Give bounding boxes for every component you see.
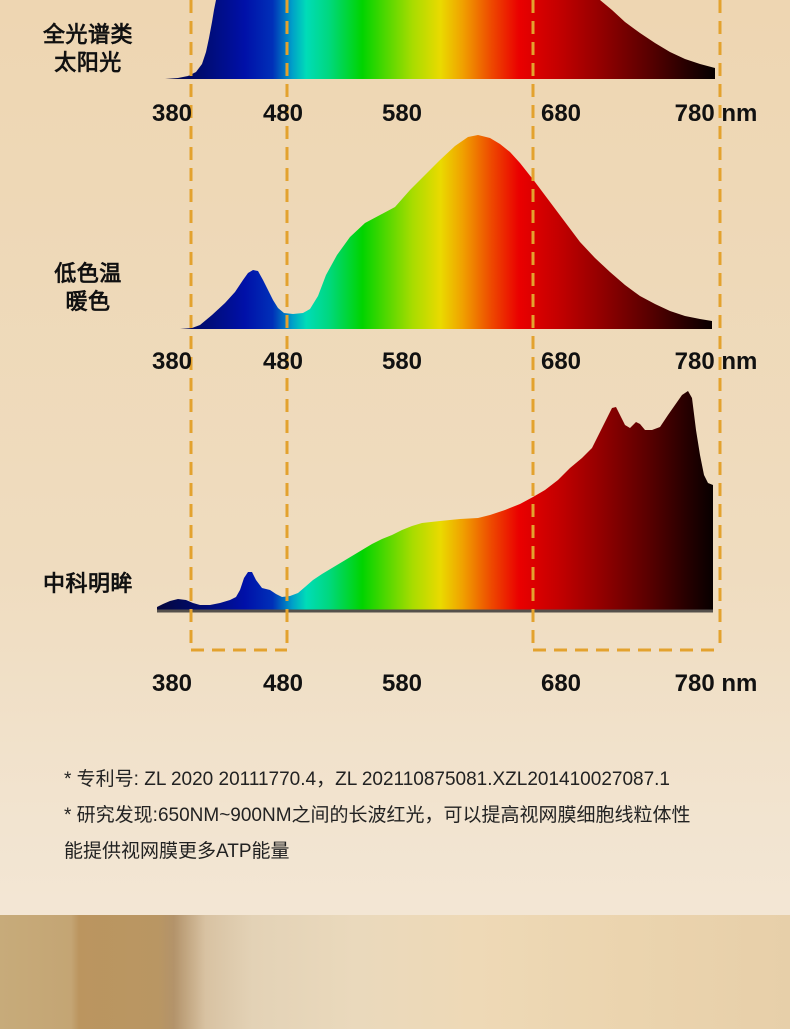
- tick-580: 580: [381, 100, 423, 127]
- tick-780-nm: 780 nm: [674, 100, 758, 127]
- tick-680: 680: [540, 670, 582, 697]
- row-label-sunlight: 全光谱类 太阳光: [34, 22, 142, 78]
- tick-680: 680: [540, 100, 582, 127]
- bottom-photo-strip: [0, 915, 790, 1029]
- row-label-line: 暖色: [65, 290, 111, 315]
- row-label-line: 太阳光: [54, 51, 122, 76]
- row-label-line: 低色温: [54, 262, 122, 287]
- tick-480: 480: [262, 348, 304, 375]
- tick-680: 680: [540, 348, 582, 375]
- research-note-cont: 能提供视网膜更多ATP能量: [64, 841, 290, 862]
- footnotes: * 专利号: ZL 2020 20111770.4，ZL 20211087508…: [64, 762, 754, 870]
- row-label-product: 中科明眸: [32, 571, 144, 599]
- research-note: * 研究发现:650NM~900NM之间的长波红光，可以提高视网膜细胞线粒体性: [64, 805, 691, 826]
- tick-380: 380: [151, 100, 193, 127]
- tick-780-nm: 780 nm: [674, 670, 758, 697]
- tick-780-nm: 780 nm: [674, 348, 758, 375]
- tick-380: 380: [151, 670, 193, 697]
- patent-note: * 专利号: ZL 2020 20111770.4，ZL 20211087508…: [64, 769, 670, 790]
- spectrum-area-sunlight: [165, 0, 715, 79]
- row-label-line: 中科明眸: [42, 572, 133, 597]
- row-label-warm: 低色温 暖色: [34, 261, 142, 317]
- row-label-line: 全光谱类: [42, 23, 133, 48]
- tick-480: 480: [262, 670, 304, 697]
- tick-480: 480: [262, 100, 304, 127]
- spectrum-area-product: [157, 391, 713, 610]
- tick-580: 580: [381, 670, 423, 697]
- spectrum-area-warm: [155, 135, 712, 329]
- tick-580: 580: [381, 348, 423, 375]
- tick-380: 380: [151, 348, 193, 375]
- highlight-guides: [189, 0, 722, 652]
